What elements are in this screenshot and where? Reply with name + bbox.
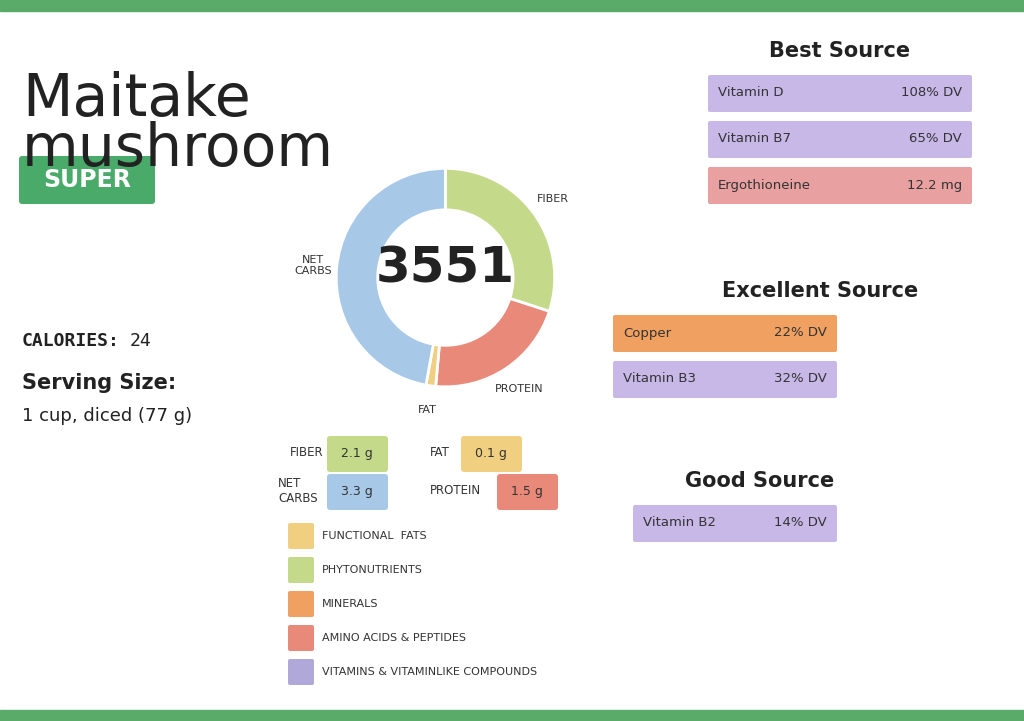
Text: Serving Size:: Serving Size: xyxy=(22,373,176,393)
Text: Vitamin B3: Vitamin B3 xyxy=(623,373,696,386)
Text: NET
CARBS: NET CARBS xyxy=(278,477,317,505)
Text: FIBER: FIBER xyxy=(290,446,324,459)
FancyBboxPatch shape xyxy=(288,625,314,651)
Wedge shape xyxy=(445,169,555,311)
Text: FAT: FAT xyxy=(430,446,450,459)
Text: 2.1 g: 2.1 g xyxy=(341,446,373,459)
Text: NET
CARBS: NET CARBS xyxy=(294,255,332,276)
FancyBboxPatch shape xyxy=(288,523,314,549)
Text: mushroom: mushroom xyxy=(22,121,334,178)
Text: 12.2 mg: 12.2 mg xyxy=(906,179,962,192)
Text: Ergothioneine: Ergothioneine xyxy=(718,179,811,192)
Text: Copper: Copper xyxy=(623,327,671,340)
Text: 1 cup, diced (77 g): 1 cup, diced (77 g) xyxy=(22,407,193,425)
Text: FUNCTIONAL  FATS: FUNCTIONAL FATS xyxy=(322,531,427,541)
FancyBboxPatch shape xyxy=(613,361,837,398)
Text: PHYTONUTRIENTS: PHYTONUTRIENTS xyxy=(322,565,423,575)
Text: Best Source: Best Source xyxy=(769,41,910,61)
FancyBboxPatch shape xyxy=(633,505,837,542)
Text: 0.1 g: 0.1 g xyxy=(475,446,507,459)
Text: 24: 24 xyxy=(130,332,152,350)
FancyBboxPatch shape xyxy=(708,75,972,112)
Text: 1.5 g: 1.5 g xyxy=(511,485,543,497)
FancyBboxPatch shape xyxy=(708,167,972,204)
FancyBboxPatch shape xyxy=(497,474,558,510)
FancyBboxPatch shape xyxy=(327,474,388,510)
Text: Good Source: Good Source xyxy=(685,471,835,491)
Text: SUPER: SUPER xyxy=(43,168,131,192)
Text: Excellent Source: Excellent Source xyxy=(722,281,919,301)
Text: MINERALS: MINERALS xyxy=(322,599,379,609)
FancyBboxPatch shape xyxy=(19,156,155,204)
Text: CALORIES:: CALORIES: xyxy=(22,332,120,350)
Text: 65% DV: 65% DV xyxy=(909,133,962,146)
Text: 3.3 g: 3.3 g xyxy=(341,485,373,497)
FancyBboxPatch shape xyxy=(613,315,837,352)
Bar xyxy=(0,0,1024,11)
Text: 32% DV: 32% DV xyxy=(774,373,827,386)
Bar xyxy=(0,710,1024,721)
Text: Vitamin D: Vitamin D xyxy=(718,87,783,99)
Text: PROTEIN: PROTEIN xyxy=(495,384,543,394)
Text: Vitamin B2: Vitamin B2 xyxy=(643,516,716,529)
Text: Vitamin B7: Vitamin B7 xyxy=(718,133,791,146)
FancyBboxPatch shape xyxy=(288,557,314,583)
Text: 14% DV: 14% DV xyxy=(774,516,827,529)
Text: 108% DV: 108% DV xyxy=(901,87,962,99)
Text: 22% DV: 22% DV xyxy=(774,327,827,340)
FancyBboxPatch shape xyxy=(288,591,314,617)
Text: FAT: FAT xyxy=(418,404,437,415)
Wedge shape xyxy=(435,298,549,386)
Text: AMINO ACIDS & PEPTIDES: AMINO ACIDS & PEPTIDES xyxy=(322,633,466,643)
Text: 3551: 3551 xyxy=(376,245,515,293)
FancyBboxPatch shape xyxy=(288,659,314,685)
FancyBboxPatch shape xyxy=(708,121,972,158)
Text: VITAMINS & VITAMINLIKE COMPOUNDS: VITAMINS & VITAMINLIKE COMPOUNDS xyxy=(322,667,538,677)
Wedge shape xyxy=(336,169,445,385)
FancyBboxPatch shape xyxy=(327,436,388,472)
Wedge shape xyxy=(426,344,439,386)
Text: Maitake: Maitake xyxy=(22,71,251,128)
Text: PROTEIN: PROTEIN xyxy=(430,485,481,497)
FancyBboxPatch shape xyxy=(461,436,522,472)
Text: FIBER: FIBER xyxy=(538,194,569,204)
